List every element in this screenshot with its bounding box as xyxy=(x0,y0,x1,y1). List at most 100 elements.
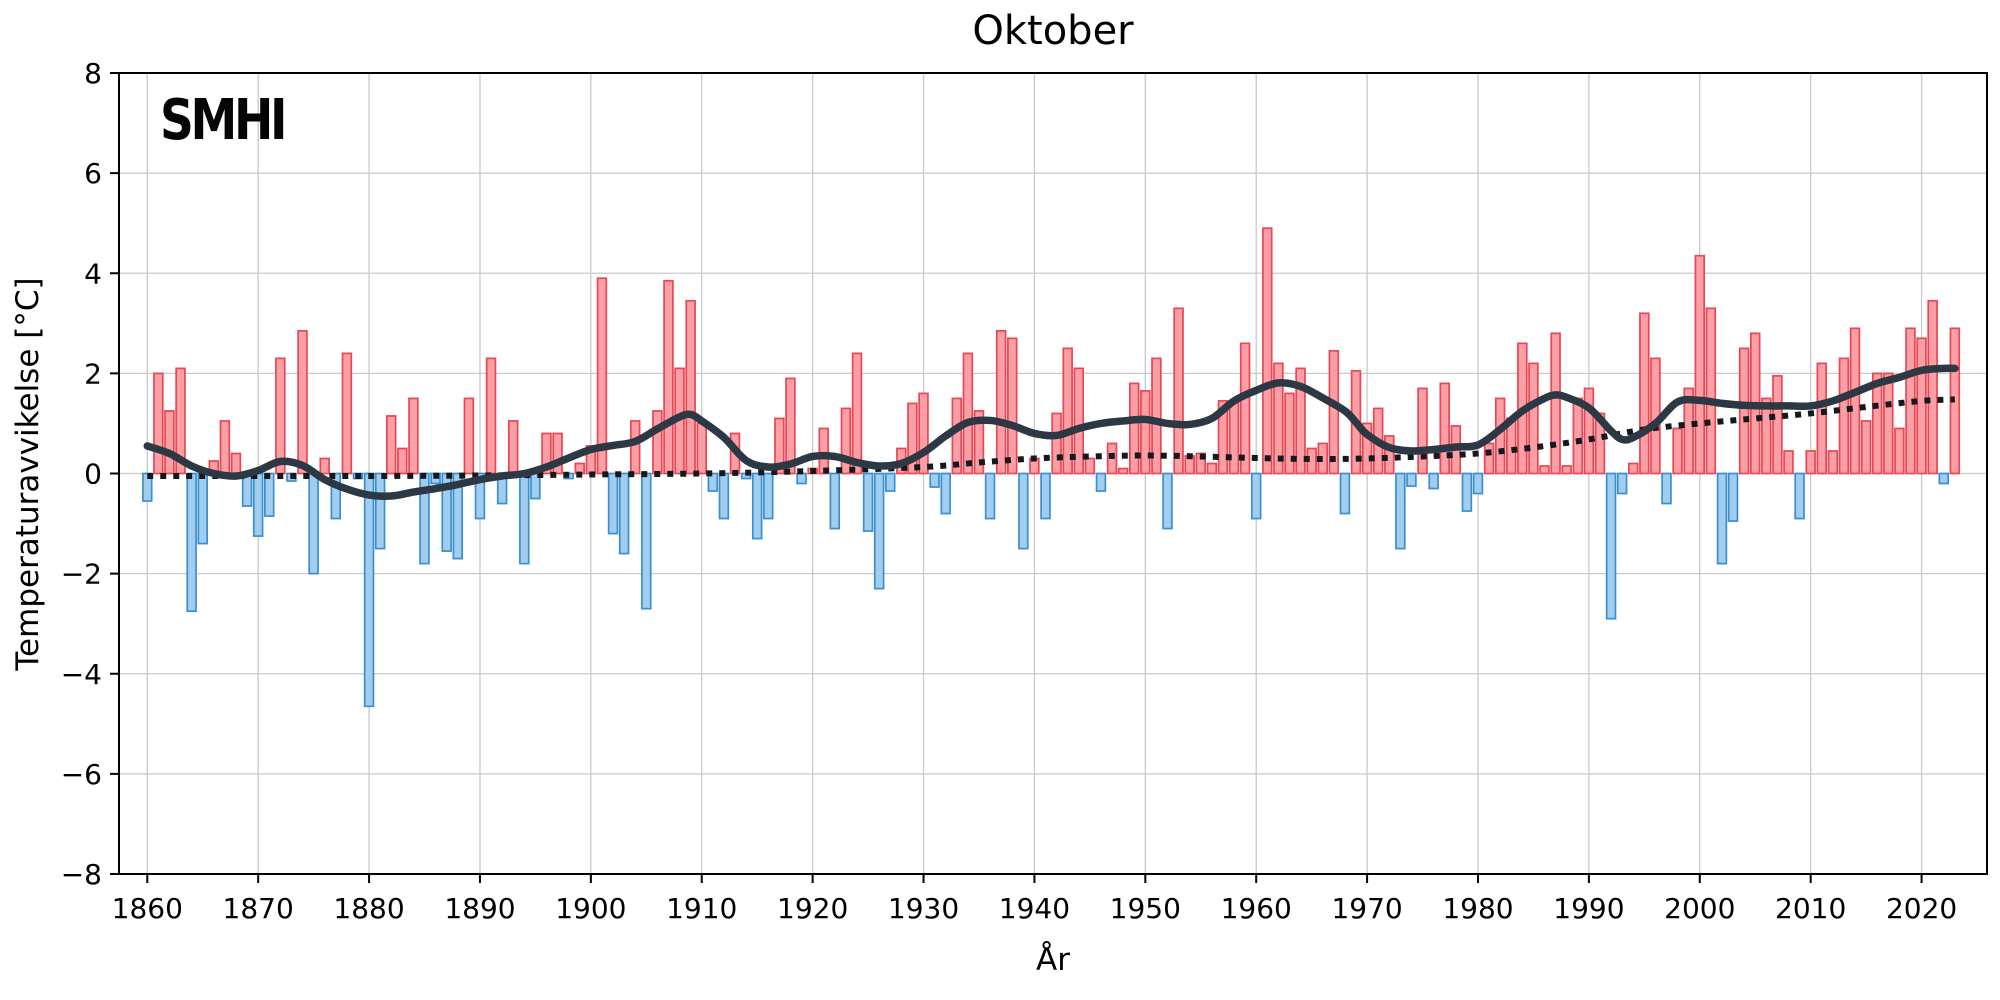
bar-1979 xyxy=(1461,472,1473,512)
x-axis-label: År xyxy=(1036,942,1070,978)
bar-1894 xyxy=(519,472,530,565)
bar-1917 xyxy=(774,417,785,475)
bar-1862 xyxy=(164,410,175,475)
bar-1896 xyxy=(541,432,552,475)
xtick-label-1960: 1960 xyxy=(1221,892,1292,925)
bar-1921 xyxy=(818,427,829,475)
bar-1963 xyxy=(1284,392,1295,475)
bar-2003 xyxy=(1727,472,1739,522)
ytick-label--6: −6 xyxy=(61,758,102,791)
bar-1918 xyxy=(785,377,796,475)
bar-1878 xyxy=(341,352,353,475)
bar-1934 xyxy=(962,352,974,475)
bar-2010 xyxy=(1805,450,1816,475)
bar-1964 xyxy=(1295,367,1306,475)
bar-1874 xyxy=(297,329,308,475)
bar-1884 xyxy=(408,397,419,475)
bar-2016 xyxy=(1871,372,1883,475)
bar-1989 xyxy=(1572,397,1584,475)
bar-2013 xyxy=(1838,357,1850,475)
bar-1923 xyxy=(840,407,852,475)
bar-2008 xyxy=(1783,450,1794,475)
bar-1987 xyxy=(1550,332,1561,475)
bar-1931 xyxy=(929,472,940,488)
bar-1875 xyxy=(308,472,319,575)
bar-1915 xyxy=(751,472,763,540)
bar-1880 xyxy=(363,472,375,708)
bar-2015 xyxy=(1860,420,1872,475)
bar-1905 xyxy=(641,472,652,610)
bar-1865 xyxy=(197,472,208,545)
bar-1990 xyxy=(1583,387,1595,475)
bar-1974 xyxy=(1406,472,1417,487)
bar-1942 xyxy=(1051,412,1062,475)
bar-1985 xyxy=(1528,362,1539,475)
bar-1907 xyxy=(663,279,674,475)
bar-1948 xyxy=(1117,467,1129,475)
bar-1972 xyxy=(1384,435,1395,475)
bar-2002 xyxy=(1716,472,1728,565)
bar-1932 xyxy=(940,472,951,515)
bar-2011 xyxy=(1816,362,1828,475)
bar-1968 xyxy=(1339,472,1351,515)
bar-2001 xyxy=(1705,307,1717,475)
smoothed-curve-line xyxy=(143,364,1959,500)
bar-1994 xyxy=(1627,462,1639,475)
bar-1955 xyxy=(1195,452,1207,475)
bar-1922 xyxy=(829,472,841,530)
smhi-logo: SMHI xyxy=(160,88,287,153)
bar-1999 xyxy=(1683,387,1694,475)
bar-2021 xyxy=(1927,299,1938,475)
bar-1960 xyxy=(1250,472,1262,520)
ytick-label-2: 2 xyxy=(84,357,102,390)
bar-1937 xyxy=(995,329,1007,475)
bar-1876 xyxy=(319,457,330,475)
xtick-label-1920: 1920 xyxy=(777,892,848,925)
xtick-label-1930: 1930 xyxy=(888,892,959,925)
xtick-label-2000: 2000 xyxy=(1664,892,1735,925)
bar-1952 xyxy=(1162,472,1173,530)
bar-1871 xyxy=(264,472,275,517)
xtick-label-1860: 1860 xyxy=(112,892,183,925)
bar-1897 xyxy=(552,432,563,475)
bar-2022 xyxy=(1938,472,1950,485)
bar-1902 xyxy=(607,472,619,535)
bar-1933 xyxy=(951,397,963,475)
bar-1961 xyxy=(1262,227,1273,475)
bar-2014 xyxy=(1849,327,1861,475)
bar-1958 xyxy=(1228,400,1240,475)
bar-1890 xyxy=(474,472,486,520)
bar-1930 xyxy=(918,392,929,475)
bar-2018 xyxy=(1894,427,1905,475)
bar-1986 xyxy=(1539,465,1550,475)
bar-1868 xyxy=(230,452,242,475)
bar-1988 xyxy=(1561,465,1572,475)
xtick-label-2020: 2020 xyxy=(1886,892,1957,925)
bar-1909 xyxy=(685,299,696,475)
bar-1864 xyxy=(186,472,197,613)
bar-1893 xyxy=(507,420,519,475)
xtick-label-1990: 1990 xyxy=(1553,892,1624,925)
bar-1882 xyxy=(385,415,397,475)
xtick-label-1940: 1940 xyxy=(999,892,1070,925)
bar-2012 xyxy=(1827,450,1839,475)
bar-1981 xyxy=(1483,442,1495,475)
bar-1959 xyxy=(1239,342,1251,475)
bar-2017 xyxy=(1883,372,1894,475)
bar-1967 xyxy=(1328,349,1340,475)
ytick-label-8: 8 xyxy=(84,57,102,90)
bar-1998 xyxy=(1672,427,1683,475)
bar-1936 xyxy=(984,472,996,520)
bar-1927 xyxy=(885,472,896,492)
xtick-label-1970: 1970 xyxy=(1331,892,1402,925)
bar-1911 xyxy=(707,472,719,492)
bar-1926 xyxy=(873,472,885,590)
bar-1877 xyxy=(330,472,342,520)
ytick-label--4: −4 xyxy=(61,658,102,691)
bar-1919 xyxy=(796,472,807,485)
bar-1935 xyxy=(973,410,985,475)
bar-1916 xyxy=(763,472,774,520)
bar-1951 xyxy=(1151,357,1162,475)
